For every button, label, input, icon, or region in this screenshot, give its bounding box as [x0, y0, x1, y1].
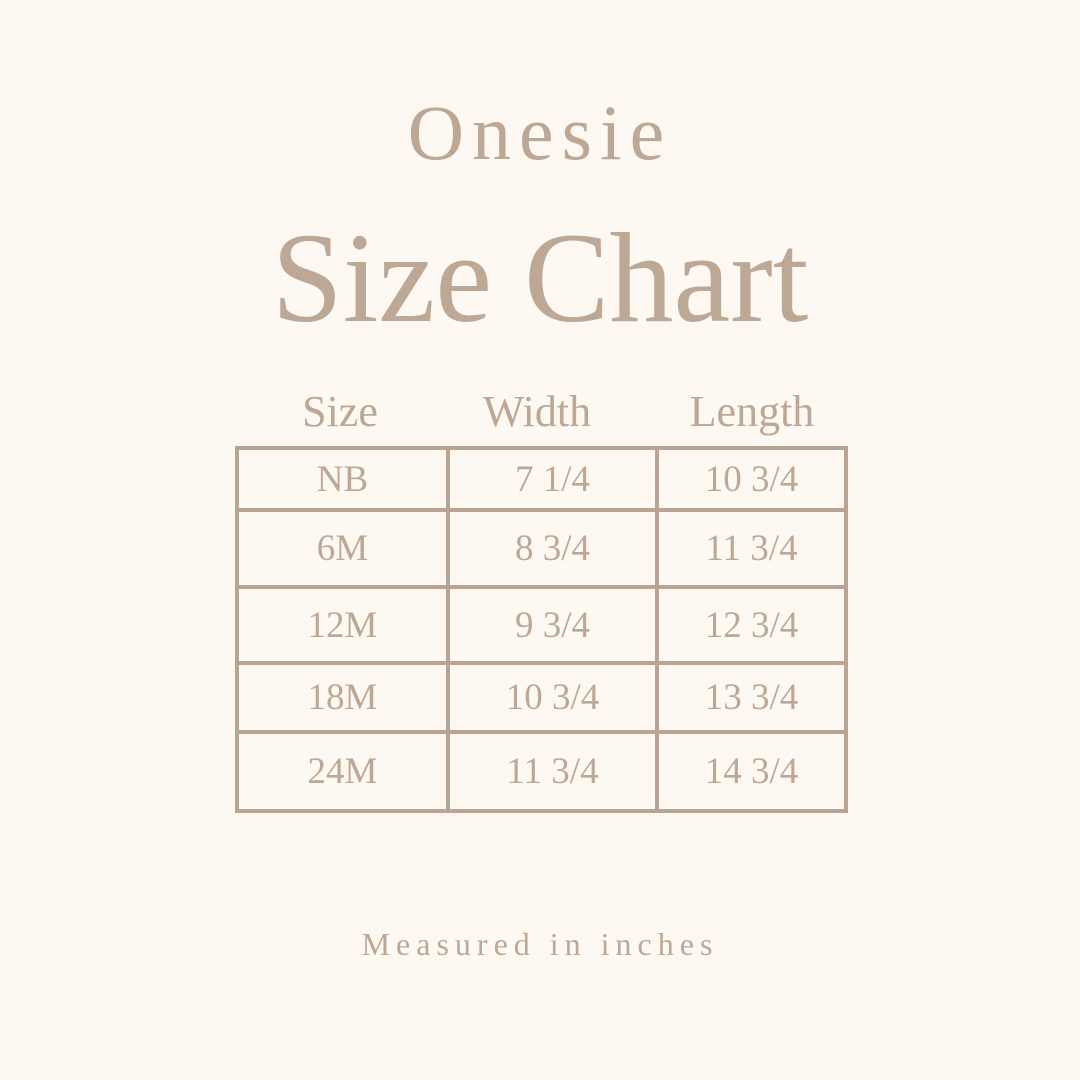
length-cell: 12 3/4	[655, 585, 848, 665]
length-cell: 11 3/4	[655, 508, 848, 589]
length-cell: 13 3/4	[655, 661, 848, 734]
width-cell: 9 3/4	[446, 585, 659, 665]
product-subtitle: Onesie	[407, 89, 673, 176]
width-cell: 8 3/4	[446, 508, 659, 589]
size-cell: 6M	[235, 508, 450, 589]
width-cell: 7 1/4	[446, 446, 659, 512]
size-table: NB 7 1/4 10 3/4 6M 8 3/4 11 3/4 12M 9 3/4 12 3/4…	[235, 446, 848, 813]
table-row: 12M 9 3/4 12 3/4	[235, 585, 848, 665]
width-cell: 11 3/4	[446, 730, 659, 813]
footnote: Measured in inches	[361, 926, 719, 962]
table-row: 24M 11 3/4 14 3/4	[235, 730, 848, 813]
header-width: Width	[482, 387, 592, 436]
size-cell: 18M	[235, 661, 450, 734]
size-cell: NB	[235, 446, 450, 512]
page-title: Size Chart	[271, 207, 809, 349]
table-row: 18M 10 3/4 13 3/4	[235, 661, 848, 734]
table-row: 6M 8 3/4 11 3/4	[235, 508, 848, 589]
header-length: Length	[689, 387, 815, 436]
size-cell: 12M	[235, 585, 450, 665]
length-cell: 10 3/4	[655, 446, 848, 512]
length-cell: 14 3/4	[655, 730, 848, 813]
width-cell: 10 3/4	[446, 661, 659, 734]
header-size: Size	[302, 387, 378, 436]
table-row: NB 7 1/4 10 3/4	[235, 446, 848, 512]
size-cell: 24M	[235, 730, 450, 813]
